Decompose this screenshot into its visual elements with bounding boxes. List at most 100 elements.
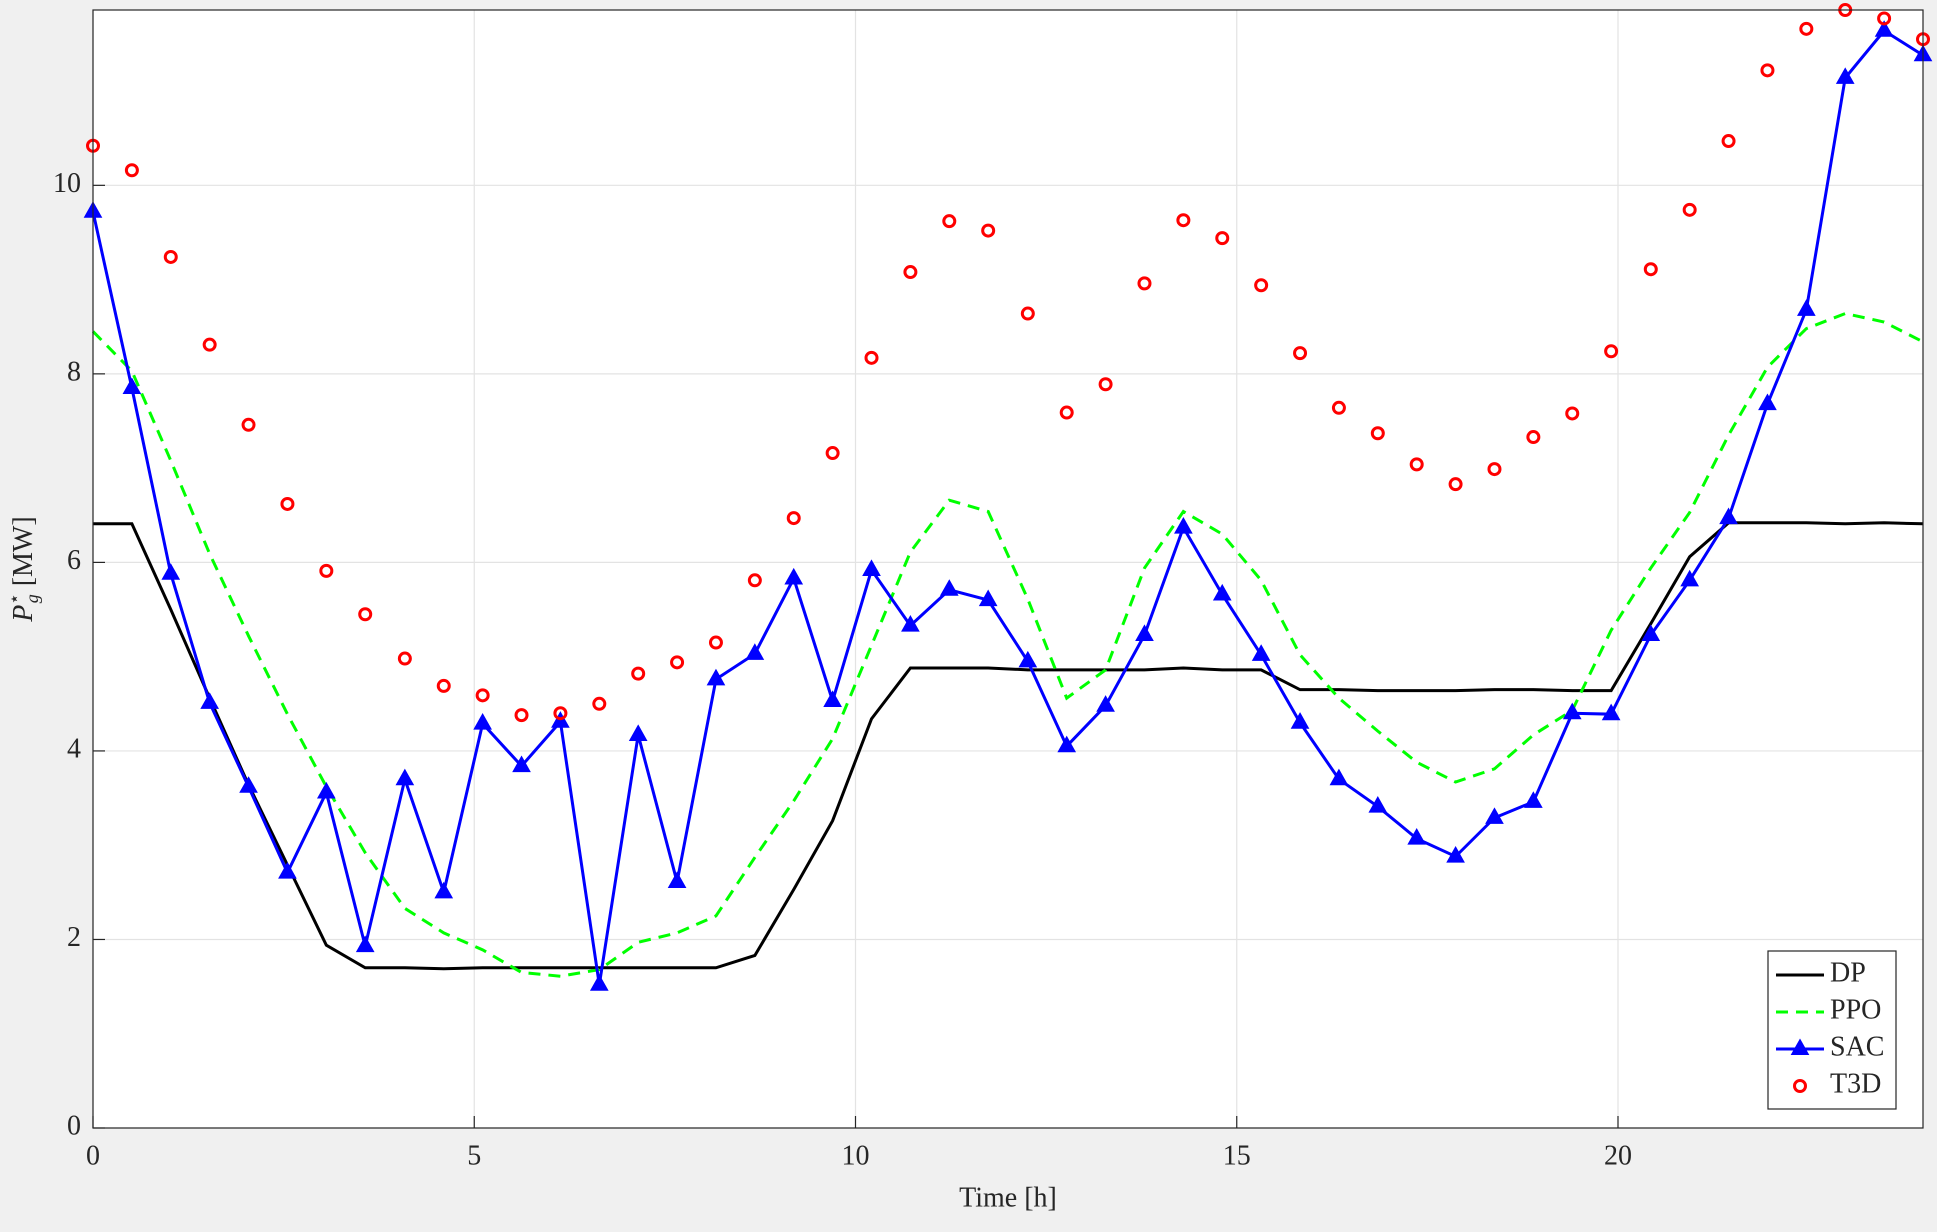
legend-box (1767, 950, 1897, 1110)
marker (1487, 462, 1502, 477)
y-tick-label: 2 (67, 922, 81, 953)
marker (1370, 426, 1385, 441)
y-tick-label: 8 (67, 356, 81, 387)
marker (124, 163, 139, 178)
marker (163, 249, 178, 264)
marker (514, 708, 529, 723)
marker (631, 666, 646, 681)
marker (1758, 393, 1777, 411)
marker (1565, 406, 1580, 421)
marker (436, 678, 451, 693)
legend-label: PPO (1830, 994, 1881, 1025)
marker (1682, 202, 1697, 217)
marker (200, 692, 220, 709)
marker (1524, 791, 1543, 808)
marker (1835, 67, 1855, 84)
marker (745, 643, 765, 660)
marker (161, 563, 181, 580)
marker (1448, 477, 1463, 492)
marker (1719, 507, 1738, 525)
marker (1096, 695, 1115, 712)
marker (825, 446, 840, 461)
y-axis-label: P⋆g [MW] (4, 516, 42, 622)
marker (1874, 20, 1894, 37)
marker (1877, 11, 1892, 26)
marker (1212, 583, 1232, 601)
marker (1526, 430, 1541, 445)
legend-label: SAC (1830, 1031, 1884, 1062)
marker (1680, 569, 1700, 587)
marker (784, 567, 804, 585)
y-tick-label: 6 (67, 545, 81, 576)
marker (202, 337, 217, 352)
grid (92, 10, 1923, 1129)
marker (708, 635, 723, 650)
legend-label: DP (1830, 957, 1866, 988)
y-tick-label: 4 (67, 733, 81, 764)
y-tick-label: 0 (67, 1110, 81, 1141)
marker (628, 724, 648, 741)
marker (1601, 703, 1621, 721)
marker (823, 690, 842, 708)
marker (1643, 262, 1658, 277)
y-label-sup: ⋆ (4, 593, 24, 604)
marker (901, 615, 920, 632)
x-tick-label: 20 (1604, 1140, 1632, 1171)
y-tick-label: 10 (53, 168, 81, 199)
marker (278, 861, 297, 879)
marker (1409, 457, 1424, 472)
marker (589, 974, 609, 991)
marker (475, 688, 490, 703)
marker (1641, 624, 1661, 642)
marker (1098, 377, 1113, 392)
marker (397, 651, 412, 666)
marker (864, 350, 879, 365)
x-tick-label: 5 (467, 1140, 481, 1171)
marker (1797, 299, 1816, 316)
marker (1251, 644, 1271, 661)
marker (1799, 21, 1814, 36)
marker (706, 668, 726, 686)
marker (1290, 712, 1310, 729)
legend-marker (1793, 1079, 1807, 1093)
axes-box (92, 9, 1924, 1129)
marker (239, 776, 258, 793)
marker (316, 781, 336, 799)
marker (670, 655, 685, 670)
marker (1215, 231, 1230, 246)
marker (1176, 213, 1191, 228)
marker (1721, 134, 1736, 149)
series-line (91, 311, 1924, 978)
marker (241, 417, 256, 432)
marker (358, 607, 373, 622)
marker (1562, 702, 1582, 720)
marker (1485, 807, 1504, 824)
legend-label: T3D (1830, 1068, 1881, 1099)
x-axis-label: Time [h] (959, 1182, 1057, 1213)
x-tick-label: 0 (86, 1140, 100, 1171)
marker (1446, 845, 1465, 863)
marker (667, 871, 687, 889)
marker (1254, 278, 1269, 293)
marker (903, 265, 918, 280)
series-line (91, 28, 1924, 985)
marker (1174, 516, 1193, 534)
x-tick-label: 10 (842, 1140, 870, 1171)
marker (1760, 63, 1775, 78)
marker (553, 706, 568, 721)
marker (280, 496, 295, 511)
marker (1604, 344, 1619, 359)
y-label-symbol: P (8, 605, 39, 623)
marker (1368, 796, 1388, 813)
marker (1329, 768, 1349, 786)
marker (319, 563, 334, 578)
marker (434, 881, 454, 899)
y-label-sub: g (22, 594, 42, 603)
marker (981, 223, 996, 238)
marker (942, 214, 957, 229)
marker (1331, 400, 1346, 415)
marker (1135, 624, 1154, 642)
marker (592, 696, 607, 711)
series-line (93, 521, 1924, 971)
